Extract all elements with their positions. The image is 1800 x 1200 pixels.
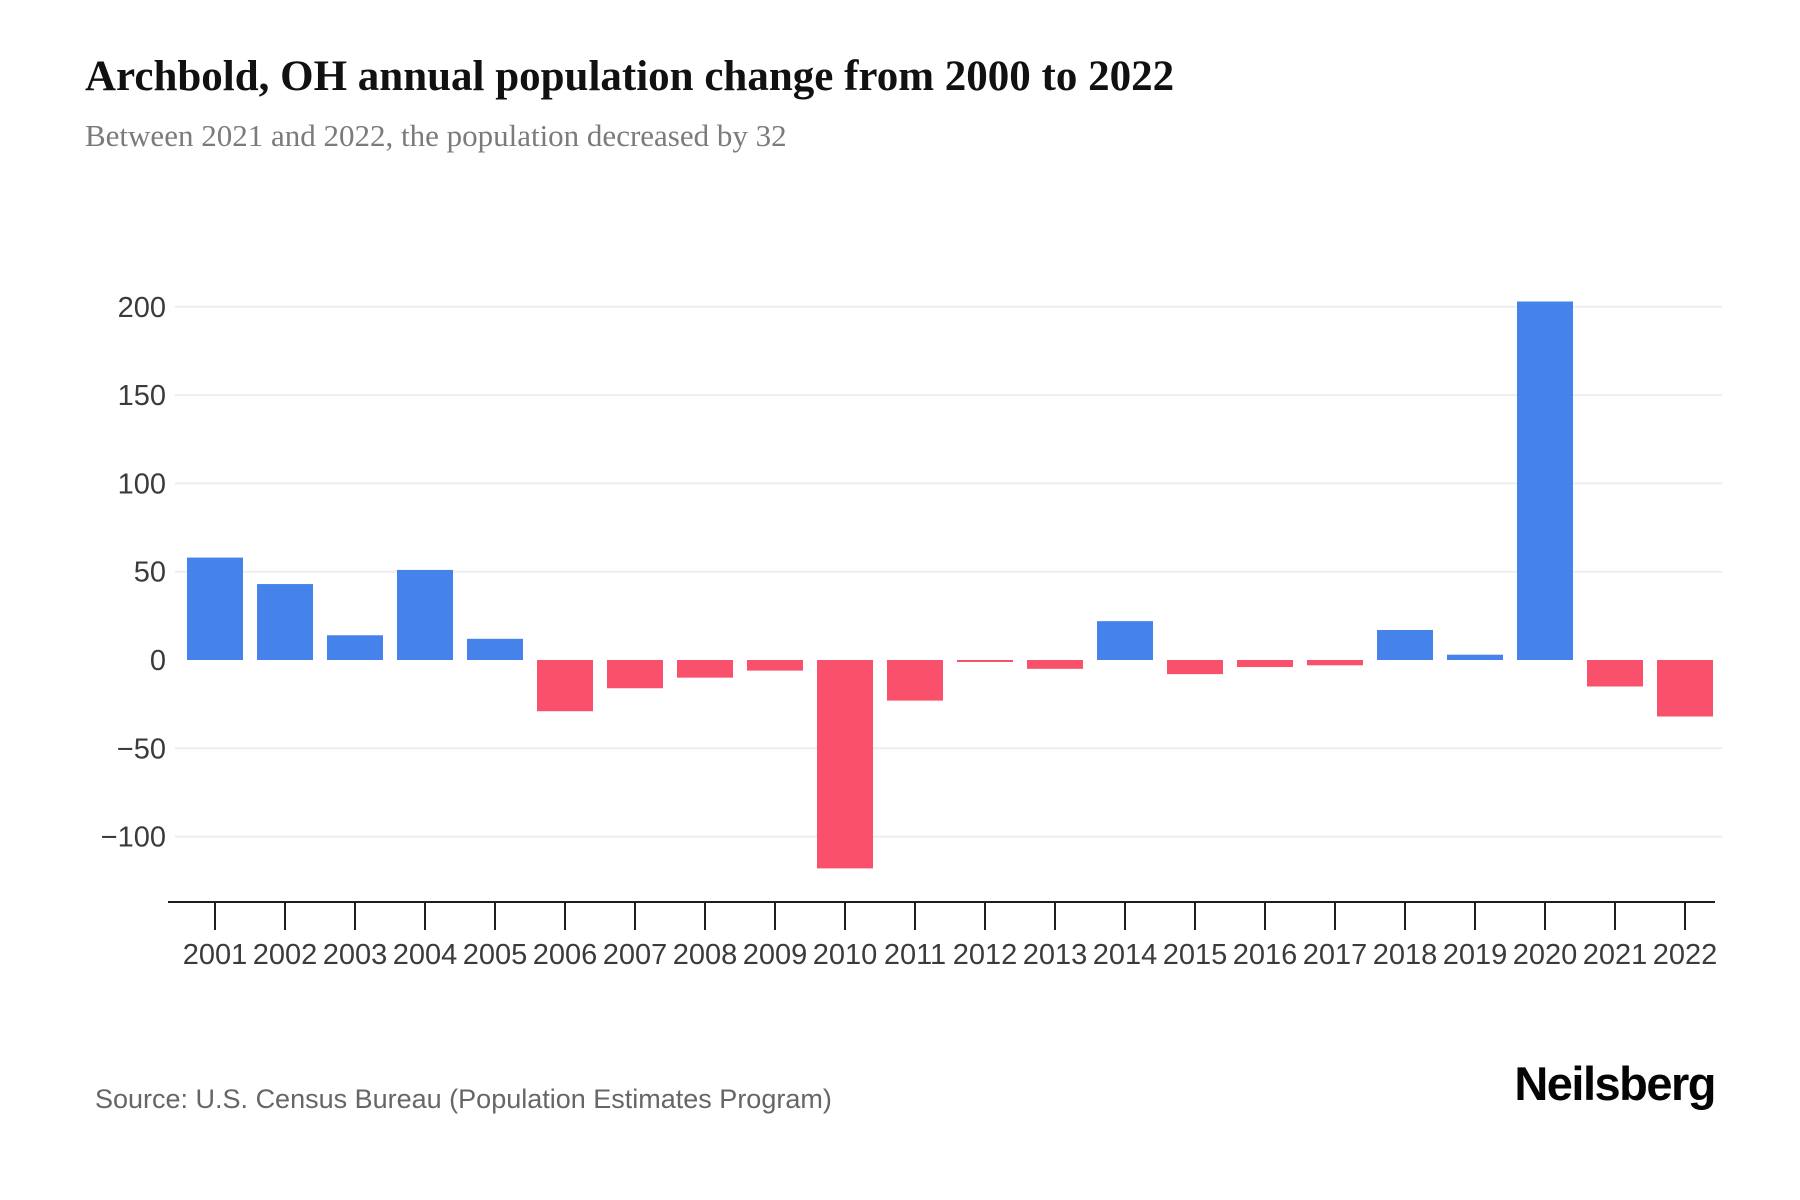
bar-2004[interactable] — [397, 569, 453, 660]
y-axis-label-100: 100 — [118, 468, 166, 500]
bar-2016[interactable] — [1237, 660, 1293, 668]
x-axis-label-2005: 2005 — [463, 939, 528, 971]
x-axis-label-2018: 2018 — [1373, 939, 1438, 971]
x-axis-label-2009: 2009 — [743, 939, 808, 971]
x-axis-label-2002: 2002 — [253, 939, 318, 971]
bar-2006[interactable] — [537, 660, 593, 712]
source-note: Source: U.S. Census Bureau (Population E… — [95, 1084, 832, 1114]
x-axis-label-2017: 2017 — [1303, 939, 1368, 971]
x-axis-label-2019: 2019 — [1443, 939, 1508, 971]
bar-2021[interactable] — [1587, 660, 1643, 687]
y-axis-label-50: 50 — [134, 557, 166, 589]
bar-2022[interactable] — [1657, 660, 1713, 717]
x-axis-label-2001: 2001 — [183, 939, 248, 971]
bar-2014[interactable] — [1097, 621, 1153, 660]
y-axis-label--100: −100 — [101, 822, 166, 854]
bar-2013[interactable] — [1027, 660, 1083, 669]
x-axis-label-2014: 2014 — [1093, 939, 1158, 971]
y-axis-label--50: −50 — [117, 733, 166, 765]
chart-title: Archbold, OH annual population change fr… — [85, 53, 1175, 100]
x-axis-label-2020: 2020 — [1513, 939, 1578, 971]
y-axis-label-200: 200 — [118, 292, 166, 324]
x-axis-label-2007: 2007 — [603, 939, 668, 971]
bar-2018[interactable] — [1377, 629, 1433, 660]
chart-subtitle: Between 2021 and 2022, the population de… — [85, 118, 787, 153]
y-axis-label-150: 150 — [118, 380, 166, 412]
bar-2017[interactable] — [1307, 660, 1363, 666]
x-axis-label-2015: 2015 — [1163, 939, 1228, 971]
x-axis-label-2021: 2021 — [1583, 939, 1648, 971]
x-axis-label-2011: 2011 — [884, 939, 946, 971]
bar-2001[interactable] — [187, 557, 243, 660]
x-axis-label-2006: 2006 — [533, 939, 598, 971]
x-axis-label-2013: 2013 — [1023, 939, 1088, 971]
bar-2002[interactable] — [257, 584, 313, 660]
x-axis-label-2003: 2003 — [323, 939, 388, 971]
x-axis-label-2010: 2010 — [813, 939, 878, 971]
bar-2003[interactable] — [327, 635, 383, 660]
x-axis-label-2004: 2004 — [393, 939, 458, 971]
bar-2009[interactable] — [747, 660, 803, 671]
bar-2007[interactable] — [607, 660, 663, 689]
bar-2008[interactable] — [677, 660, 733, 678]
x-axis-label-2008: 2008 — [673, 939, 738, 971]
y-axis-label-0: 0 — [150, 645, 166, 677]
bar-2005[interactable] — [467, 638, 523, 660]
x-axis-label-2012: 2012 — [953, 939, 1018, 971]
x-axis-label-2016: 2016 — [1233, 939, 1298, 971]
bar-2011[interactable] — [887, 660, 943, 701]
bar-2015[interactable] — [1167, 660, 1223, 675]
bar-2012[interactable] — [957, 660, 1013, 662]
bar-2010[interactable] — [817, 660, 873, 869]
brand-logo[interactable]: Neilsberg — [1514, 1057, 1716, 1110]
bar-2020[interactable] — [1517, 301, 1573, 660]
bar-2019[interactable] — [1447, 654, 1503, 660]
x-axis-label-2022: 2022 — [1653, 939, 1718, 971]
